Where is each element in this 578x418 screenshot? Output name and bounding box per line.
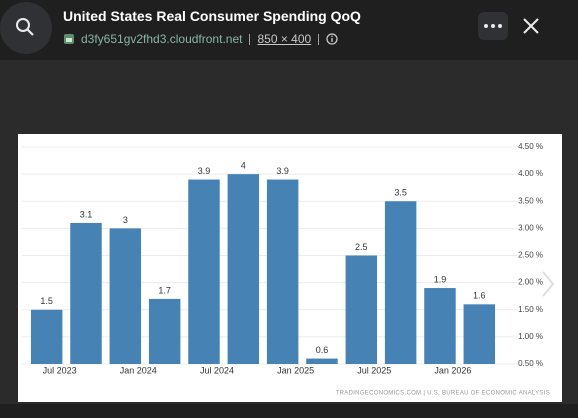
y-tick-label: 3.00 %	[518, 223, 543, 232]
value-label: 3.1	[80, 209, 93, 219]
favicon	[64, 34, 74, 44]
bar	[306, 358, 338, 364]
info-icon[interactable]	[326, 33, 338, 45]
x-tick-label: Jan 2024	[120, 365, 157, 375]
bar	[463, 304, 496, 364]
bar	[424, 288, 456, 364]
bar	[30, 309, 63, 364]
top-bar: United States Real Consumer Spending QoQ…	[0, 0, 578, 60]
y-tick-label: 1.50 %	[518, 305, 543, 314]
bottom-bar	[0, 404, 578, 418]
value-label: 3.9	[198, 166, 211, 176]
value-label: 2.5	[355, 242, 368, 252]
y-tick-label: 0.50 %	[518, 359, 543, 368]
separator	[249, 33, 251, 45]
bar	[266, 179, 299, 364]
x-tick-label: Jan 2025	[277, 365, 314, 375]
y-tick-label: 2.50 %	[518, 251, 543, 260]
value-label: 1.9	[434, 274, 447, 284]
value-label: 1.5	[40, 296, 53, 306]
more-icon	[484, 24, 502, 28]
search-button[interactable]	[0, 2, 52, 54]
value-label: 3.5	[394, 188, 407, 198]
x-tick-label: Jul 2023	[43, 365, 77, 375]
bar	[227, 174, 260, 364]
value-label: 3.9	[276, 166, 289, 176]
bar	[148, 298, 181, 364]
source-link[interactable]: d3fy651gv2fhd3.cloudfront.net	[81, 32, 243, 46]
bar	[188, 179, 220, 364]
bar	[345, 255, 378, 364]
value-label: 4	[241, 161, 246, 171]
y-tick-label: 1.00 %	[518, 332, 543, 341]
more-button[interactable]	[478, 12, 508, 40]
chart-footer: TRADINGECONOMICS.COM | U.S. BUREAU OF EC…	[336, 391, 550, 397]
chart: TRADINGECONOMICS.COM | U.S. BUREAU OF EC…	[18, 134, 562, 402]
value-label: 0.6	[316, 345, 329, 355]
x-tick-label: Jan 2026	[434, 365, 471, 375]
image-meta: d3fy651gv2fhd3.cloudfront.net 850 × 400	[63, 32, 338, 46]
y-tick-label: 4.00 %	[518, 169, 543, 178]
separator	[318, 33, 320, 45]
bar	[109, 228, 142, 364]
image-size[interactable]: 850 × 400	[257, 32, 312, 46]
y-tick-label: 2.00 %	[518, 278, 543, 287]
bar	[70, 222, 102, 364]
y-tick-label: 4.50 %	[518, 142, 543, 151]
bar	[384, 201, 417, 364]
value-label: 3	[123, 215, 128, 225]
image-title: United States Real Consumer Spending QoQ	[63, 8, 361, 24]
x-tick-label: Jul 2024	[200, 365, 234, 375]
y-tick-label: 3.50 %	[518, 196, 543, 205]
search-icon	[16, 18, 34, 36]
value-label: 1.6	[473, 291, 486, 301]
x-tick-label: Jul 2025	[357, 365, 391, 375]
next-arrow[interactable]	[538, 268, 558, 300]
close-button[interactable]	[519, 14, 543, 38]
value-label: 1.7	[158, 285, 171, 295]
